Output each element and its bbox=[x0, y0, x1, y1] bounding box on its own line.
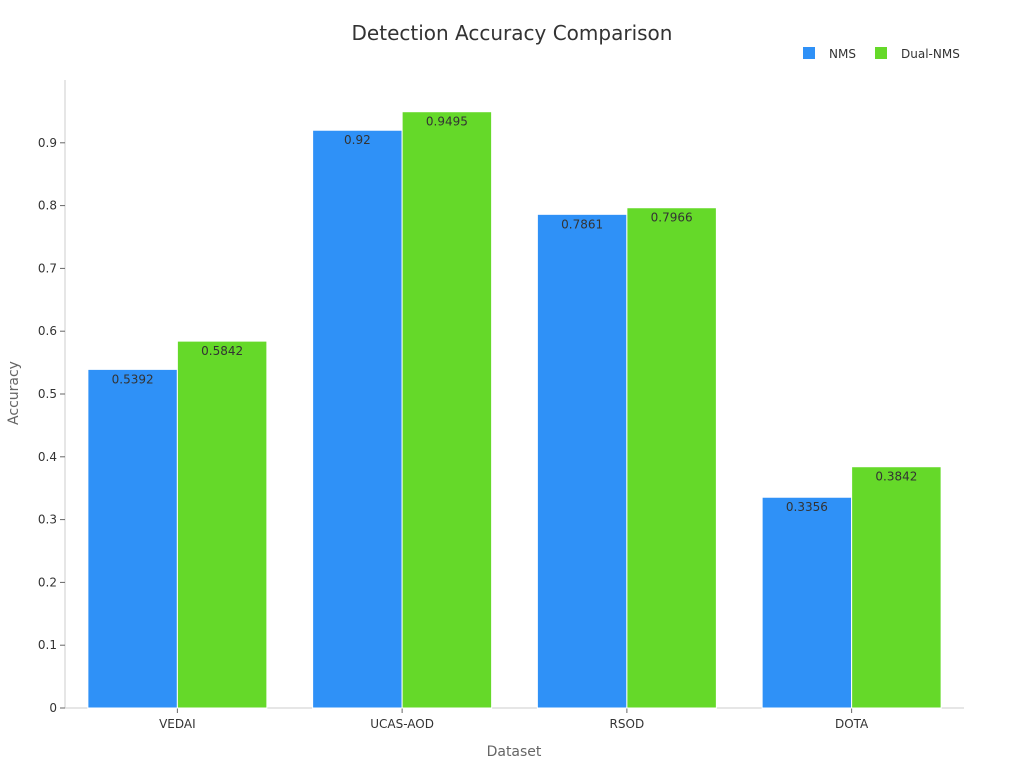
y-tick-label: 0.7 bbox=[38, 261, 57, 275]
data-label: 0.92 bbox=[344, 133, 371, 147]
y-tick-label: 0.9 bbox=[38, 136, 57, 150]
bar-dual-nms-vedai bbox=[176, 340, 268, 709]
x-tick-label: RSOD bbox=[610, 717, 645, 731]
data-label: 0.9495 bbox=[426, 115, 468, 129]
y-tick-label: 0.4 bbox=[38, 450, 57, 464]
y-tick-label: 0.5 bbox=[38, 387, 57, 401]
y-tick-label: 0.2 bbox=[38, 575, 57, 589]
y-axis: 0 0.1 0.2 0.3 0.4 0.5 0.6 0.7 0.8 0.9 bbox=[38, 80, 66, 715]
data-label: 0.7861 bbox=[561, 217, 603, 231]
y-tick-label: 0.8 bbox=[38, 199, 57, 213]
bar-nms-vedai bbox=[87, 368, 178, 709]
data-label: 0.3842 bbox=[875, 470, 917, 484]
legend: NMS Dual-NMS bbox=[803, 47, 960, 61]
bar-dual-nms-dota bbox=[851, 466, 942, 709]
legend-swatch-dual-nms bbox=[875, 47, 887, 59]
data-label: 0.7966 bbox=[651, 211, 693, 225]
x-axis-title: Dataset bbox=[487, 744, 542, 760]
legend-label: Dual-NMS bbox=[901, 47, 960, 61]
y-axis-title: Accuracy bbox=[6, 361, 22, 425]
data-label: 0.5392 bbox=[112, 372, 154, 386]
bar-nms-rsod bbox=[536, 213, 628, 709]
data-label: 0.5842 bbox=[201, 344, 243, 358]
y-tick-label: 0.3 bbox=[38, 513, 57, 527]
bars bbox=[87, 111, 942, 709]
data-labels: 0.5392 0.5842 0.92 0.9495 0.7861 0.7966 0.3356… bbox=[112, 115, 918, 515]
bar-nms-dota bbox=[761, 496, 853, 709]
bar-dual-nms-rsod bbox=[626, 207, 717, 709]
data-label: 0.3356 bbox=[786, 500, 828, 514]
y-tick-label: 0.1 bbox=[38, 638, 57, 652]
legend-swatch-nms bbox=[803, 47, 815, 59]
legend-label: NMS bbox=[829, 47, 856, 61]
chart-title: Detection Accuracy Comparison bbox=[352, 21, 673, 45]
y-tick-label: 0 bbox=[49, 701, 57, 715]
x-axis: VEDAI UCAS-AOD RSOD DOTA bbox=[65, 707, 964, 731]
x-tick-label: VEDAI bbox=[159, 717, 196, 731]
x-tick-label: DOTA bbox=[835, 717, 869, 731]
bar-nms-ucas-aod bbox=[312, 129, 403, 709]
bar-dual-nms-ucas-aod bbox=[401, 111, 493, 709]
y-tick-label: 0.6 bbox=[38, 324, 57, 338]
x-tick-label: UCAS-AOD bbox=[370, 717, 434, 731]
